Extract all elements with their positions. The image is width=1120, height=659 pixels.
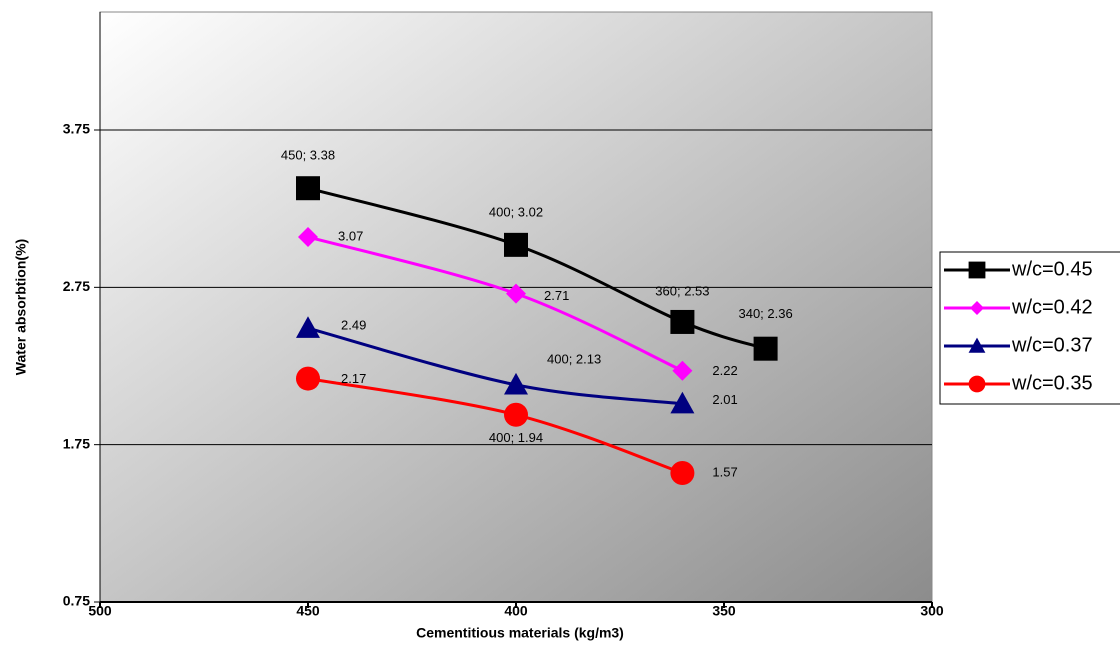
marker <box>504 232 528 257</box>
marker <box>970 301 984 315</box>
marker <box>670 460 695 485</box>
x-tick-label: 450 <box>296 603 320 619</box>
legend-label: w/c=0.35 <box>1011 372 1093 394</box>
y-tick-label: 3.75 <box>63 121 90 137</box>
data-label: 2.22 <box>712 363 737 378</box>
data-label: 340; 2.36 <box>738 306 792 321</box>
x-axis-title: Cementitious materials (kg/m3) <box>416 625 624 641</box>
marker <box>296 176 320 201</box>
data-label: 1.57 <box>712 464 737 479</box>
series-line <box>307 186 767 351</box>
marker <box>753 336 778 361</box>
x-tick-label: 500 <box>88 603 112 619</box>
plot-area <box>99 11 933 603</box>
data-label: 400; 3.02 <box>489 204 543 219</box>
marker <box>670 391 695 414</box>
data-label: 400; 1.94 <box>489 430 543 445</box>
y-axis-title: Water absorbtion(%) <box>13 239 29 375</box>
legend-label: w/c=0.37 <box>1011 334 1093 356</box>
legend-label: w/c=0.45 <box>1011 258 1093 280</box>
x-tick-label: 300 <box>920 603 944 619</box>
data-label: 2.01 <box>712 392 737 407</box>
data-label: 360; 2.53 <box>655 283 709 298</box>
marker <box>506 283 526 304</box>
data-label: 2.49 <box>341 318 366 333</box>
marker <box>968 337 986 353</box>
data-label: 400; 2.13 <box>547 351 601 366</box>
x-tick-label: 350 <box>712 603 736 619</box>
data-label: 450; 3.38 <box>281 148 335 163</box>
x-tick-label: 400 <box>504 603 528 619</box>
marker <box>670 309 695 334</box>
marker <box>296 316 320 338</box>
data-label: 2.17 <box>341 371 366 386</box>
marker <box>672 360 693 381</box>
y-tick-label: 0.75 <box>63 593 90 609</box>
marker <box>296 366 320 391</box>
marker <box>298 226 318 247</box>
legend-label: w/c=0.42 <box>1011 296 1093 318</box>
y-tick-label: 2.75 <box>63 278 90 294</box>
marker <box>968 375 986 393</box>
marker <box>504 402 528 427</box>
marker <box>504 372 528 395</box>
y-tick-label: 1.75 <box>63 435 90 451</box>
data-label: 2.71 <box>544 288 569 303</box>
marker <box>968 261 986 279</box>
data-label: 3.07 <box>338 228 363 243</box>
